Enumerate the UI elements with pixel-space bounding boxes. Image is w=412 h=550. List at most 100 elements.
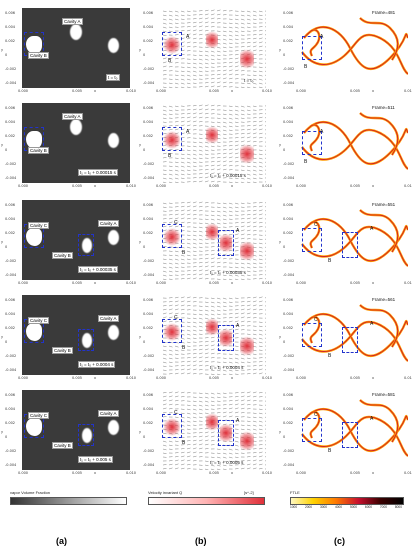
y-tick-label: 0 <box>5 245 8 249</box>
legend-b-unit: [s^-2] <box>244 490 254 495</box>
x-tick-label: 0.005 <box>72 184 83 188</box>
vortex-region <box>240 335 254 357</box>
y-tick-label: 0.004 <box>283 120 294 124</box>
y-tick-label: -0.004 <box>283 463 295 467</box>
y-tick-label: 0.006 <box>143 11 154 15</box>
y-tick-label: 0.006 <box>143 298 154 302</box>
y-axis-label: y <box>139 48 142 52</box>
vortex-label: B <box>182 440 186 446</box>
y-axis-label: y <box>1 143 4 147</box>
vortex-region <box>206 412 218 432</box>
vortex-region <box>164 323 180 341</box>
y-tick-label: -0.002 <box>143 162 155 166</box>
x-axis-label: x <box>372 89 375 93</box>
ftle-label: A <box>320 34 324 40</box>
y-tick-label: 0 <box>283 340 286 344</box>
y-tick-label: -0.002 <box>5 354 17 358</box>
vapor-cavity-main <box>26 323 42 341</box>
y-tick-label: 0.002 <box>5 231 16 235</box>
y-tick-label: 0.006 <box>5 203 16 207</box>
ftle-plot: A B Frame=511 <box>300 103 408 183</box>
ftle-label: B <box>328 258 332 264</box>
x-axis-label: x <box>231 471 234 475</box>
ftle-panel: C A B Frame=561 0.006 0.004 0.002 0 -0.002 -0.004… <box>278 295 412 385</box>
x-axis-label: x <box>231 281 234 285</box>
x-tick-label: 0.000 <box>296 471 307 475</box>
x-tick-label: 0.010 <box>126 471 137 475</box>
x-tick-label: 0.000 <box>296 184 307 188</box>
cavity-panel: Cavity A Cavity B t₁ = t₀ + 0.00015 s 0.006… <box>0 103 137 193</box>
y-tick-label: 0.002 <box>143 326 154 330</box>
y-tick-label: 0.006 <box>5 393 16 397</box>
y-tick-label: -0.004 <box>5 176 17 180</box>
y-axis-label: y <box>279 240 282 244</box>
vortex-box <box>162 224 182 248</box>
y-tick-label: 0 <box>283 148 286 152</box>
x-tick-label: 0.000 <box>156 471 167 475</box>
y-tick-label: 0 <box>5 435 8 439</box>
x-tick-label: 0.005 <box>209 89 220 93</box>
y-tick-label: 0.004 <box>143 120 154 124</box>
x-tick-label: 0.010 <box>126 376 137 380</box>
frame-label: Frame=561 <box>372 297 396 302</box>
vapor-cavity-blob <box>108 38 119 53</box>
x-tick-label: 0.010 <box>126 184 137 188</box>
y-tick-label: 0.004 <box>5 407 16 411</box>
x-tick-label: 0.010 <box>404 376 412 380</box>
vortex-label: B <box>182 250 186 256</box>
ftle-label: B <box>304 64 308 70</box>
y-tick-label: 0.006 <box>5 298 16 302</box>
vortex-region <box>206 317 218 337</box>
vortex-region <box>220 232 232 254</box>
y-tick-label: 0.002 <box>283 231 294 235</box>
y-tick-label: 0.004 <box>5 120 16 124</box>
vapor-cavity-blob <box>82 333 92 348</box>
legend-tick: 7000 <box>379 505 387 509</box>
ftle-label: C <box>314 317 318 323</box>
y-tick-label: 0.006 <box>143 393 154 397</box>
vortex-region <box>164 36 180 54</box>
vortex-region <box>240 240 254 262</box>
x-tick-label: 0.000 <box>18 184 29 188</box>
x-tick-label: 0.005 <box>350 471 361 475</box>
vortex-region <box>206 125 218 145</box>
y-tick-label: 0.004 <box>283 312 294 316</box>
ftle-label: C <box>314 222 318 228</box>
y-tick-label: 0 <box>143 435 146 439</box>
caption-b: (b) <box>195 536 207 546</box>
frame-label: Frame=551 <box>372 202 396 207</box>
ftle-ridges <box>301 399 408 457</box>
time-label: t₁ = t₀ + 0.0004 s <box>78 361 116 368</box>
x-axis-label: x <box>231 184 234 188</box>
x-tick-label: 0.005 <box>72 471 83 475</box>
legend-tick: 3000 <box>319 505 328 509</box>
x-axis-label: x <box>94 376 97 380</box>
x-axis-label: x <box>372 376 375 380</box>
cavity-label: Cavity B <box>52 347 73 354</box>
vortex-box <box>218 420 234 446</box>
y-tick-label: 0.006 <box>283 106 294 110</box>
caption-a: (a) <box>56 536 67 546</box>
y-tick-label: 0.006 <box>283 298 294 302</box>
vapor-fraction-plot: Cavity A Cavity B t₁ = t₀ + 0.00015 s <box>22 103 130 183</box>
y-tick-label: -0.002 <box>143 354 155 358</box>
y-tick-label: -0.002 <box>283 259 295 263</box>
legend-a-title: vapor Volume Fraction <box>10 490 51 495</box>
y-tick-label: -0.002 <box>5 259 17 263</box>
y-tick-label: 0.002 <box>283 39 294 43</box>
y-axis-label: y <box>139 335 142 339</box>
ftle-label: A <box>370 321 374 327</box>
x-tick-label: 0.005 <box>209 184 220 188</box>
y-tick-label: 0 <box>5 148 8 152</box>
vortex-region <box>206 30 218 50</box>
y-tick-label: -0.004 <box>5 368 17 372</box>
y-tick-label: 0.006 <box>283 393 294 397</box>
ftle-plot: C A B Frame=561 <box>300 295 408 375</box>
vortex-region <box>240 48 254 70</box>
vortex-region <box>220 327 232 349</box>
